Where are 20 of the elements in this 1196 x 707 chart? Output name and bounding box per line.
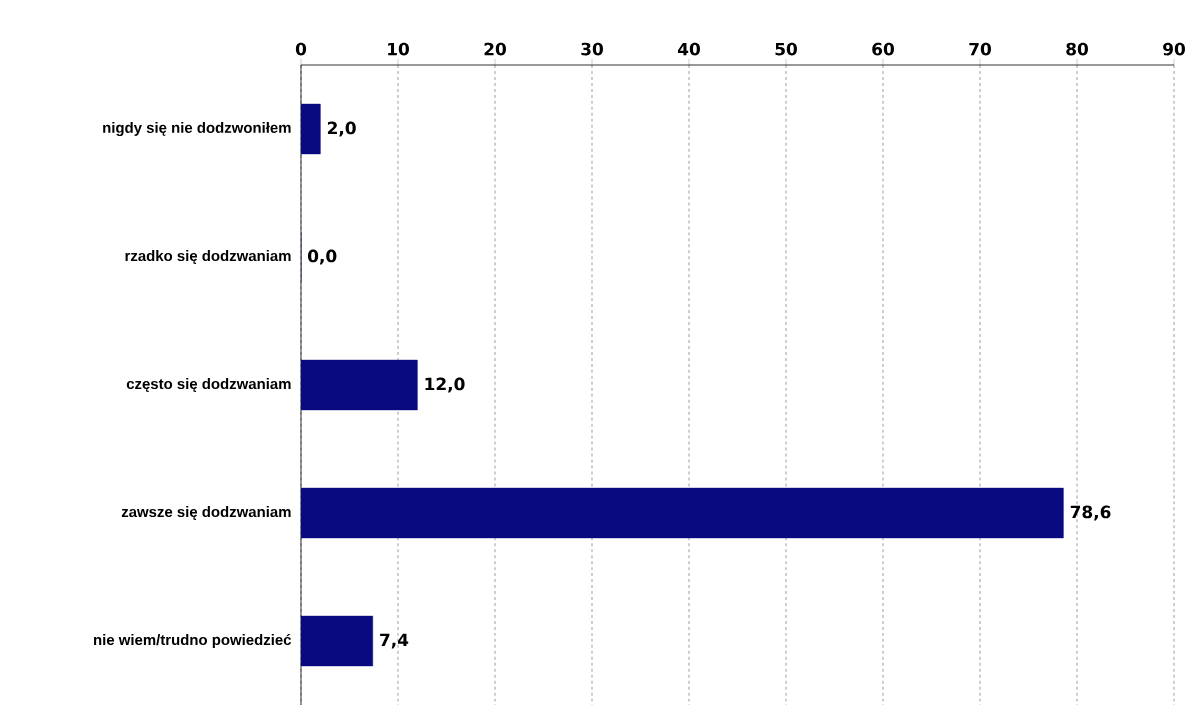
data-label: 78,6	[1070, 505, 1111, 521]
data-label: 2,0	[327, 121, 356, 137]
data-label: 0,0	[308, 249, 337, 265]
y-tick-label: nie wiem/trudno powiedzieć	[94, 633, 292, 649]
x-tick-label: 60	[872, 42, 894, 56]
x-tick-label: 80	[1066, 42, 1088, 56]
x-tick-label: 0	[295, 42, 307, 56]
x-tick-label: 50	[775, 42, 797, 56]
x-tick-label: 20	[484, 42, 506, 56]
y-tick-label: często się dodzwaniam	[126, 378, 291, 392]
x-tick-label: 40	[677, 42, 700, 56]
data-label: 7,4	[380, 633, 409, 649]
y-tick-label: nigdy się nie dodzwoniłem	[103, 122, 291, 137]
x-tick-label: 30	[581, 42, 603, 56]
x-tick-label: 10	[388, 42, 409, 56]
x-tick-label: 70	[969, 42, 991, 56]
data-label: 12,0	[425, 377, 465, 393]
y-tick-label: rzadko się dodzwaniam	[125, 250, 291, 264]
y-tick-label: zawsze się dodzwaniam	[121, 506, 291, 520]
x-tick-label: 90	[1163, 42, 1185, 56]
